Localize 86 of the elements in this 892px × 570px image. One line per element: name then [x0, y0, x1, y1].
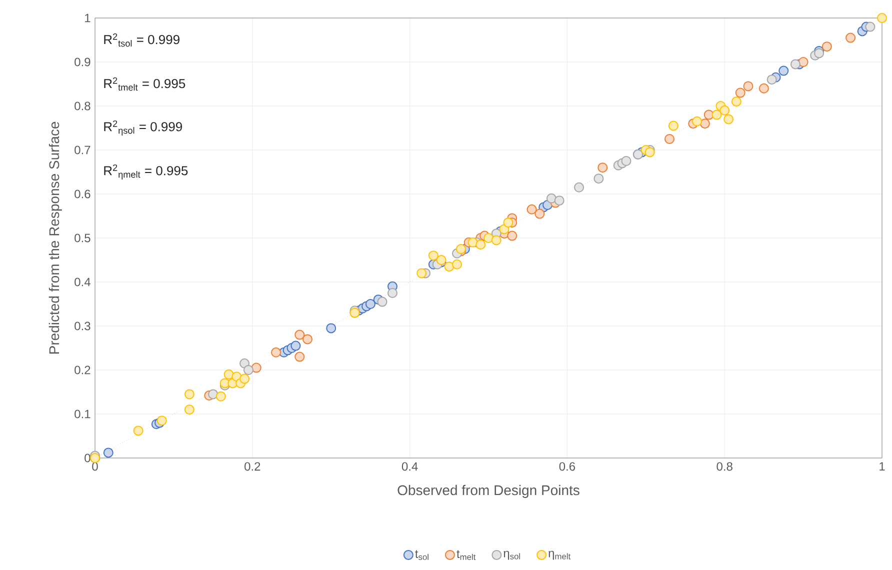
annotation: R$^{2}$$_{tmelt}$ = 0.995 [104, 77, 186, 91]
point [846, 32, 856, 43]
y-tick-label: 0.5 [74, 234, 90, 242]
point [491, 235, 502, 246]
point [444, 262, 454, 272]
point [798, 56, 808, 67]
point [554, 196, 564, 206]
point [692, 116, 702, 126]
x-tick-label: 0 [92, 462, 98, 471]
annotation: R$^{2}$$_{ηsol}$ = 0.999 [104, 120, 182, 136]
point [668, 120, 678, 131]
point [240, 374, 250, 384]
x-tick-label: 0.2 [244, 462, 260, 471]
point [865, 22, 876, 32]
point [294, 330, 305, 340]
point [724, 114, 734, 124]
y-axis-title: Predicted from the Response Surface [48, 122, 62, 354]
point [243, 365, 254, 375]
point [216, 391, 226, 402]
point [326, 323, 336, 334]
legend-label: η$_{melt}$ [548, 550, 571, 560]
y-tick-label: 0.1 [74, 410, 90, 418]
point [731, 96, 742, 107]
point [436, 254, 446, 265]
point [452, 259, 462, 270]
point [778, 66, 789, 76]
y-tick-label: 0.2 [74, 366, 90, 374]
y-tick-label: 0.3 [74, 322, 90, 330]
point [387, 288, 398, 298]
point [621, 156, 632, 166]
point [743, 81, 754, 92]
x-tick-label: 0.4 [402, 462, 418, 471]
x-tick-label: 1 [880, 462, 885, 470]
point [377, 296, 388, 307]
y-tick-label: 1 [85, 14, 90, 22]
point [877, 12, 888, 23]
point [546, 193, 556, 204]
point [766, 74, 777, 85]
legend-label: η$_{sol}$ [504, 550, 520, 560]
x-axis-title: Observed from Design Points [398, 484, 580, 498]
y-tick-label: 0.8 [74, 102, 90, 110]
point [184, 389, 194, 400]
point [700, 118, 710, 129]
point [526, 204, 537, 214]
point [574, 182, 584, 192]
point [208, 389, 218, 400]
x-tick-label: 0.6 [559, 462, 576, 471]
point [594, 174, 604, 184]
annotation: R$^{2}$$_{ηmelt}$ = 0.995 [104, 164, 188, 180]
point [428, 250, 438, 261]
point [664, 134, 675, 144]
point [790, 59, 800, 70]
y-tick-label: 0.9 [74, 58, 90, 66]
y-tick-label: 0.7 [74, 146, 90, 154]
point [644, 147, 655, 158]
legend-label: t$_{sol}$ [415, 550, 428, 560]
point [598, 162, 608, 173]
point [720, 105, 730, 116]
x-tick-label: 0.8 [716, 462, 732, 471]
point [456, 244, 466, 254]
point [103, 448, 114, 458]
point [758, 83, 769, 94]
point [503, 218, 514, 228]
point [735, 88, 746, 98]
point [822, 42, 832, 52]
point [468, 237, 478, 248]
point [365, 298, 376, 309]
point [184, 404, 194, 415]
point [712, 110, 722, 120]
point [251, 362, 262, 373]
point [224, 369, 234, 380]
y-tick-label: 0.4 [74, 278, 90, 286]
annotation: R$^{2}$$_{tsol}$ = 0.999 [104, 33, 180, 47]
point [416, 268, 427, 278]
point [302, 334, 312, 344]
point [290, 340, 301, 351]
point [476, 240, 486, 250]
point [271, 347, 282, 358]
point [814, 48, 824, 58]
point [534, 208, 545, 219]
point [507, 230, 518, 241]
point [294, 352, 305, 362]
point [484, 232, 494, 243]
point [133, 426, 144, 436]
legend-label: t$_{melt}$ [456, 550, 476, 560]
y-tick-label: 0.6 [74, 190, 90, 198]
